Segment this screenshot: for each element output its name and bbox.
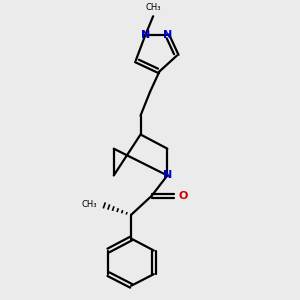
Text: N: N <box>163 170 172 181</box>
Text: CH₃: CH₃ <box>82 200 97 209</box>
Text: CH₃: CH₃ <box>146 2 161 11</box>
Text: N: N <box>141 30 150 40</box>
Text: N: N <box>163 30 172 40</box>
Text: O: O <box>178 191 188 201</box>
